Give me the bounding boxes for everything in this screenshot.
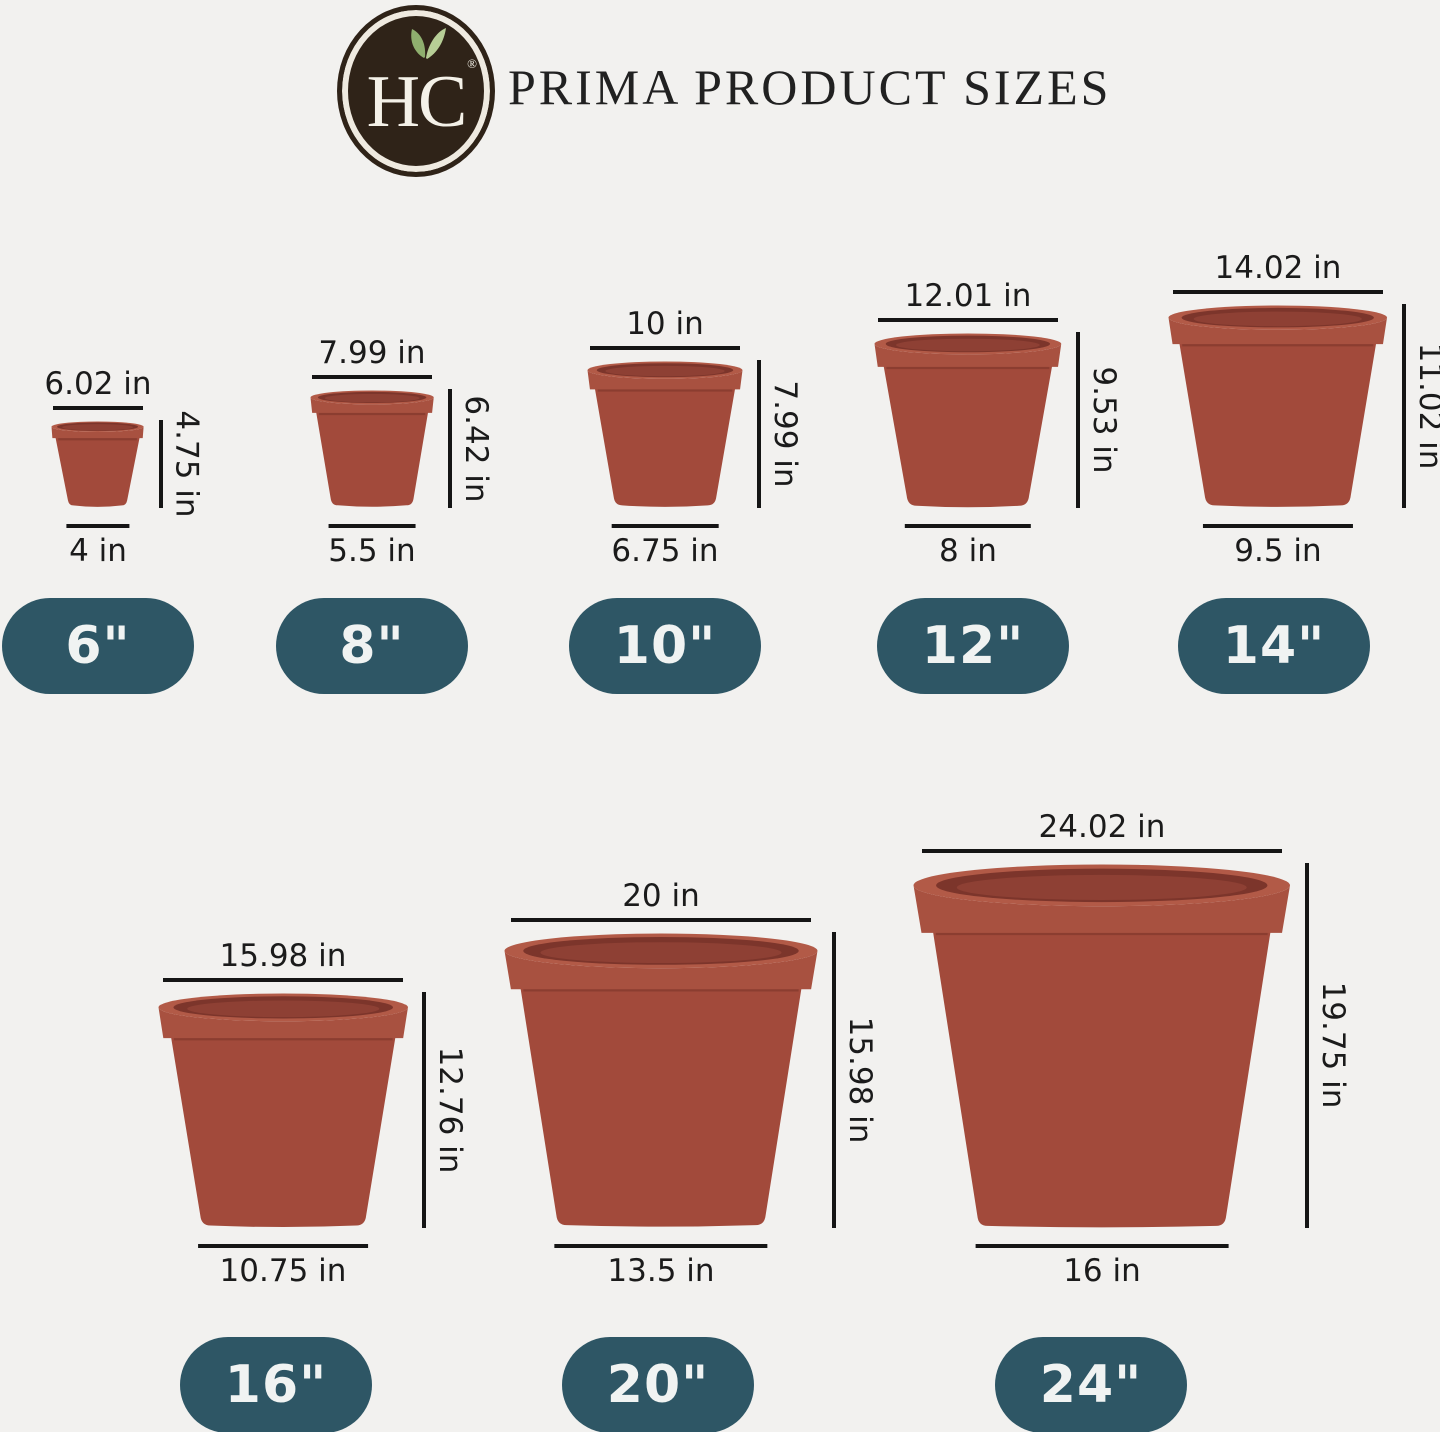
bottom-diameter-line: 8 in: [904, 523, 1032, 569]
top-diameter-line: 15.98 in: [163, 938, 403, 982]
height-line: 4.75 in: [158, 410, 205, 518]
bottom-diameter-label: 16 in: [1063, 1253, 1141, 1289]
top-diameter-label: 10 in: [626, 306, 704, 343]
flower-pot-illustration: [310, 390, 434, 507]
bottom-diameter-label: 6.75 in: [611, 532, 719, 569]
bottom-diameter-line: 4 in: [66, 524, 130, 569]
bottom-diameter-line: 6.75 in: [611, 523, 719, 569]
pot-12-inch: 12.01 in 9.53 in 8 in: [873, 278, 1122, 569]
pot-10-inch: 10 in 7.99 in 6.75 in: [586, 306, 803, 569]
height-label: 11.02 in: [1411, 342, 1440, 470]
size-badge-16-inch: 16": [180, 1337, 372, 1433]
bottom-diameter-label: 8 in: [939, 532, 997, 569]
bottom-white-strip: [0, 1432, 1440, 1440]
bottom-diameter-line: 10.75 in: [198, 1243, 368, 1289]
height-line: 9.53 in: [1075, 331, 1122, 508]
height-label: 15.98 in: [842, 1016, 878, 1144]
height-label: 9.53 in: [1085, 366, 1122, 474]
size-badge-10-inch: 10": [569, 598, 761, 694]
bottom-diameter-line: 9.5 in: [1202, 523, 1354, 569]
top-diameter-line: 24.02 in: [921, 809, 1283, 853]
height-line: 7.99 in: [757, 360, 803, 508]
pot-14-inch: 14.02 in 11.02 in 9.5 in: [1167, 250, 1440, 569]
height-label: 7.99 in: [767, 380, 803, 488]
flower-pot-illustration: [1168, 305, 1388, 507]
bottom-diameter-line: 16 in: [975, 1244, 1229, 1289]
height-line: 15.98 in: [832, 932, 878, 1228]
flower-pot-illustration: [504, 933, 818, 1227]
top-diameter-line: 14.02 in: [1172, 250, 1384, 295]
top-diameter-line: 20 in: [510, 878, 812, 923]
bottom-diameter-line: 5.5 in: [328, 523, 416, 569]
height-label: 12.76 in: [432, 1046, 469, 1174]
bottom-diameter-label: 10.75 in: [219, 1252, 347, 1289]
bottom-diameter-label: 4 in: [69, 533, 127, 569]
sprout-leaf-icon: [411, 28, 447, 59]
height-line: 19.75 in: [1304, 862, 1351, 1228]
size-badge-24-inch: 24": [995, 1337, 1187, 1433]
height-line: 12.76 in: [422, 991, 468, 1228]
top-diameter-label: 20 in: [622, 878, 700, 915]
size-badge-14-inch: 14": [1178, 598, 1370, 694]
size-badge-8-inch: 8": [276, 598, 468, 694]
pot-20-inch: 20 in 15.98 in 13.5 in: [503, 878, 878, 1289]
top-diameter-label: 7.99 in: [318, 335, 426, 372]
logo-monogram: HC: [366, 61, 468, 144]
height-label: 6.42 in: [458, 395, 495, 503]
page-title: PRIMA PRODUCT SIZES: [508, 59, 1112, 115]
height-label: 4.75 in: [168, 410, 205, 518]
bottom-diameter-label: 13.5 in: [607, 1252, 715, 1289]
bottom-diameter-label: 9.5 in: [1234, 532, 1322, 569]
flower-pot-illustration: [51, 421, 145, 507]
top-diameter-label: 14.02 in: [1214, 250, 1342, 287]
flower-pot-illustration: [587, 361, 743, 507]
top-diameter-label: 15.98 in: [219, 937, 347, 974]
top-diameter-line: 12.01 in: [877, 278, 1059, 322]
top-diameter-label: 12.01 in: [904, 277, 1032, 314]
top-diameter-label: 6.02 in: [44, 366, 152, 403]
height-label: 19.75 in: [1314, 981, 1351, 1109]
top-diameter-line: 6.02 in: [44, 366, 152, 411]
bottom-diameter-line: 13.5 in: [554, 1243, 768, 1289]
pot-24-inch: 24.02 in 19.75 in 16 in: [912, 809, 1351, 1289]
top-diameter-label: 24.02 in: [1038, 808, 1166, 845]
pot-6-inch: 6.02 in 4.75 in 4 in: [44, 366, 204, 569]
height-line: 11.02 in: [1401, 304, 1440, 508]
flower-pot-illustration: [913, 864, 1291, 1227]
size-badge-20-inch: 20": [562, 1337, 754, 1433]
top-diameter-line: 10 in: [589, 306, 741, 351]
flower-pot-illustration: [874, 333, 1062, 507]
top-diameter-line: 7.99 in: [312, 335, 432, 380]
pot-8-inch: 7.99 in 6.42 in 5.5 in: [309, 335, 494, 569]
registered-trademark-icon: ®: [467, 56, 477, 71]
pot-16-inch: 15.98 in 12.76 in 10.75 in: [157, 938, 468, 1289]
brand-logo: HC ®: [337, 5, 495, 177]
size-badge-6-inch: 6": [2, 598, 194, 694]
height-line: 6.42 in: [448, 389, 494, 508]
bottom-diameter-label: 5.5 in: [328, 532, 416, 569]
flower-pot-illustration: [158, 993, 408, 1227]
size-badge-12-inch: 12": [877, 598, 1069, 694]
